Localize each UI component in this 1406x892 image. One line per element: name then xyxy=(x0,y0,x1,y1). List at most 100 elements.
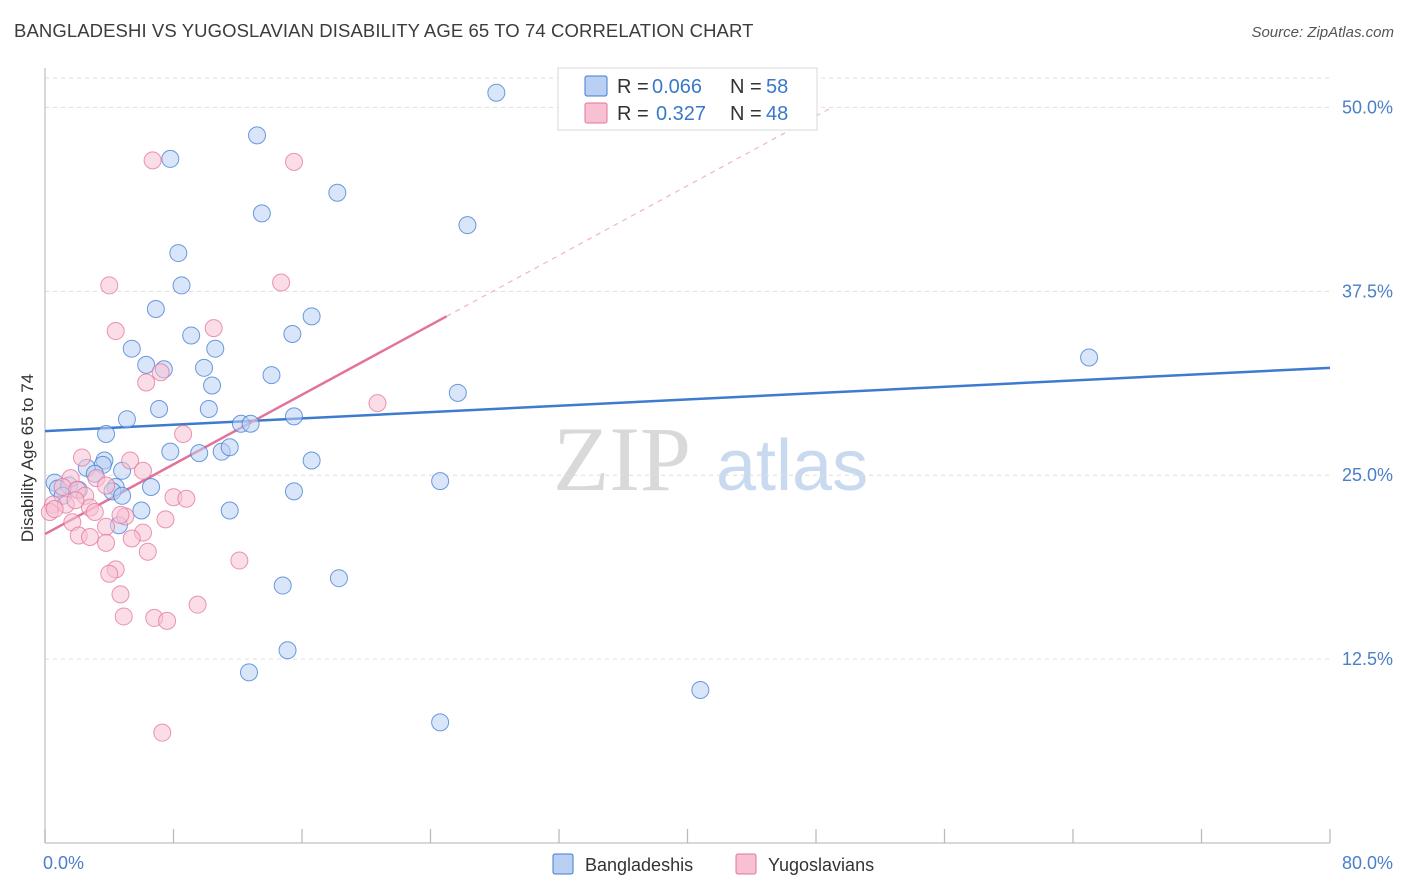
point-bangladeshis xyxy=(220,501,239,520)
point-bangladeshis xyxy=(252,204,271,223)
point-yugoslavians xyxy=(97,476,116,495)
point-bangladeshis xyxy=(239,663,258,682)
bottom-legend-yugoslavians: Yugoslavians xyxy=(768,855,874,875)
point-yugoslavians xyxy=(137,373,156,392)
x-tick-label-min: 0.0% xyxy=(43,853,84,873)
point-bangladeshis xyxy=(1080,348,1099,367)
point-bangladeshis xyxy=(150,400,169,419)
bottom-legend-bangladeshis: Bangladeshis xyxy=(585,855,693,875)
point-bangladeshis xyxy=(431,472,450,491)
point-bangladeshis xyxy=(262,366,281,385)
point-bangladeshis xyxy=(302,451,321,470)
point-bangladeshis xyxy=(329,569,348,588)
point-bangladeshis xyxy=(206,339,225,358)
legend: R = 0.066 N = 58 R = 0.327 N = 48 xyxy=(557,67,818,131)
point-bangladeshis xyxy=(182,326,201,345)
point-bangladeshis xyxy=(122,339,141,358)
gridlines xyxy=(45,77,1330,660)
point-bangladeshis xyxy=(161,442,180,461)
point-yugoslavians xyxy=(151,363,170,382)
point-yugoslavians xyxy=(111,585,130,604)
point-yugoslavians xyxy=(204,319,223,338)
point-yugoslavians xyxy=(121,451,140,470)
point-yugoslavians xyxy=(174,425,193,444)
point-yugoslavians xyxy=(138,542,157,561)
point-yugoslavians xyxy=(122,529,141,548)
legend-swatch-pink xyxy=(584,102,608,124)
point-yugoslavians xyxy=(177,489,196,508)
point-yugoslavians xyxy=(368,394,387,413)
point-yugoslavians xyxy=(106,322,125,341)
point-bangladeshis xyxy=(431,713,450,732)
y-tick-label: 37.5% xyxy=(1342,281,1393,301)
point-yugoslavians xyxy=(272,273,291,292)
point-bangladeshis xyxy=(113,486,132,505)
point-bangladeshis xyxy=(691,681,710,699)
point-bangladeshis xyxy=(448,383,467,402)
tick-labels: 12.5% 25.0% 37.5% 50.0% 0.0% 80.0% xyxy=(43,97,1393,873)
point-yugoslavians xyxy=(80,528,99,546)
point-yugoslavians xyxy=(85,502,104,521)
legend-r-value-2: 0.327 xyxy=(656,103,706,125)
point-yugoslavians xyxy=(158,611,177,630)
point-bangladeshis xyxy=(284,482,303,501)
point-bangladeshis xyxy=(195,358,214,377)
point-bangladeshis xyxy=(241,414,260,433)
point-yugoslavians xyxy=(153,723,172,742)
point-yugoslavians xyxy=(188,595,207,614)
point-yugoslavians xyxy=(284,152,303,171)
point-yugoslavians xyxy=(97,517,116,536)
point-yugoslavians xyxy=(143,151,162,170)
legend-r-value-1: 0.066 xyxy=(652,76,702,98)
point-bangladeshis xyxy=(142,477,161,496)
y-tick-label: 25.0% xyxy=(1342,465,1393,485)
trend-extension-yugoslavians xyxy=(446,106,833,317)
legend-n-value-2: 48 xyxy=(766,103,788,125)
point-bangladeshis xyxy=(169,244,188,263)
point-bangladeshis xyxy=(302,307,321,326)
data-points xyxy=(40,83,1099,742)
point-bangladeshis xyxy=(273,576,292,595)
watermark-atlas: atlas xyxy=(716,426,868,506)
point-yugoslavians xyxy=(230,551,249,570)
legend-r-label-1: R = xyxy=(617,76,649,98)
axes xyxy=(44,68,1331,844)
point-bangladeshis xyxy=(458,216,477,235)
y-tick-label: 12.5% xyxy=(1342,649,1393,669)
point-yugoslavians xyxy=(111,505,130,524)
y-axis-label: Disability Age 65 to 74 xyxy=(18,374,37,542)
point-bangladeshis xyxy=(203,376,222,395)
point-bangladeshis xyxy=(146,299,165,318)
point-bangladeshis xyxy=(283,324,302,343)
y-tick-label: 50.0% xyxy=(1342,97,1393,117)
bottom-legend-swatch-blue xyxy=(552,853,574,875)
source-credit: Source: ZipAtlas.com xyxy=(1251,24,1394,41)
point-bangladeshis xyxy=(117,410,136,429)
point-bangladeshis xyxy=(220,438,239,457)
legend-n-label-2: N = xyxy=(730,103,762,125)
point-bangladeshis xyxy=(278,641,297,660)
legend-r-label-2: R = xyxy=(617,103,649,125)
point-bangladeshis xyxy=(137,355,156,374)
point-bangladeshis xyxy=(172,276,191,295)
legend-swatch-blue xyxy=(584,75,608,97)
point-yugoslavians xyxy=(133,461,152,480)
point-yugoslavians xyxy=(45,500,64,519)
point-yugoslavians xyxy=(66,491,85,510)
point-bangladeshis xyxy=(487,83,506,102)
bottom-legend-swatch-pink xyxy=(735,853,757,875)
point-bangladeshis xyxy=(97,425,116,444)
point-bangladeshis xyxy=(199,400,218,419)
point-yugoslavians xyxy=(100,276,119,295)
trend-line-bangladeshis xyxy=(44,366,1331,433)
point-bangladeshis xyxy=(132,501,151,520)
point-yugoslavians xyxy=(114,607,133,626)
x-tick-label-max: 80.0% xyxy=(1342,853,1393,873)
point-bangladeshis xyxy=(190,444,209,463)
point-bangladeshis xyxy=(248,126,267,145)
watermark-zip: ZIP xyxy=(553,408,691,510)
legend-n-value-1: 58 xyxy=(766,76,788,98)
point-yugoslavians xyxy=(97,533,116,552)
point-bangladeshis xyxy=(328,183,347,202)
